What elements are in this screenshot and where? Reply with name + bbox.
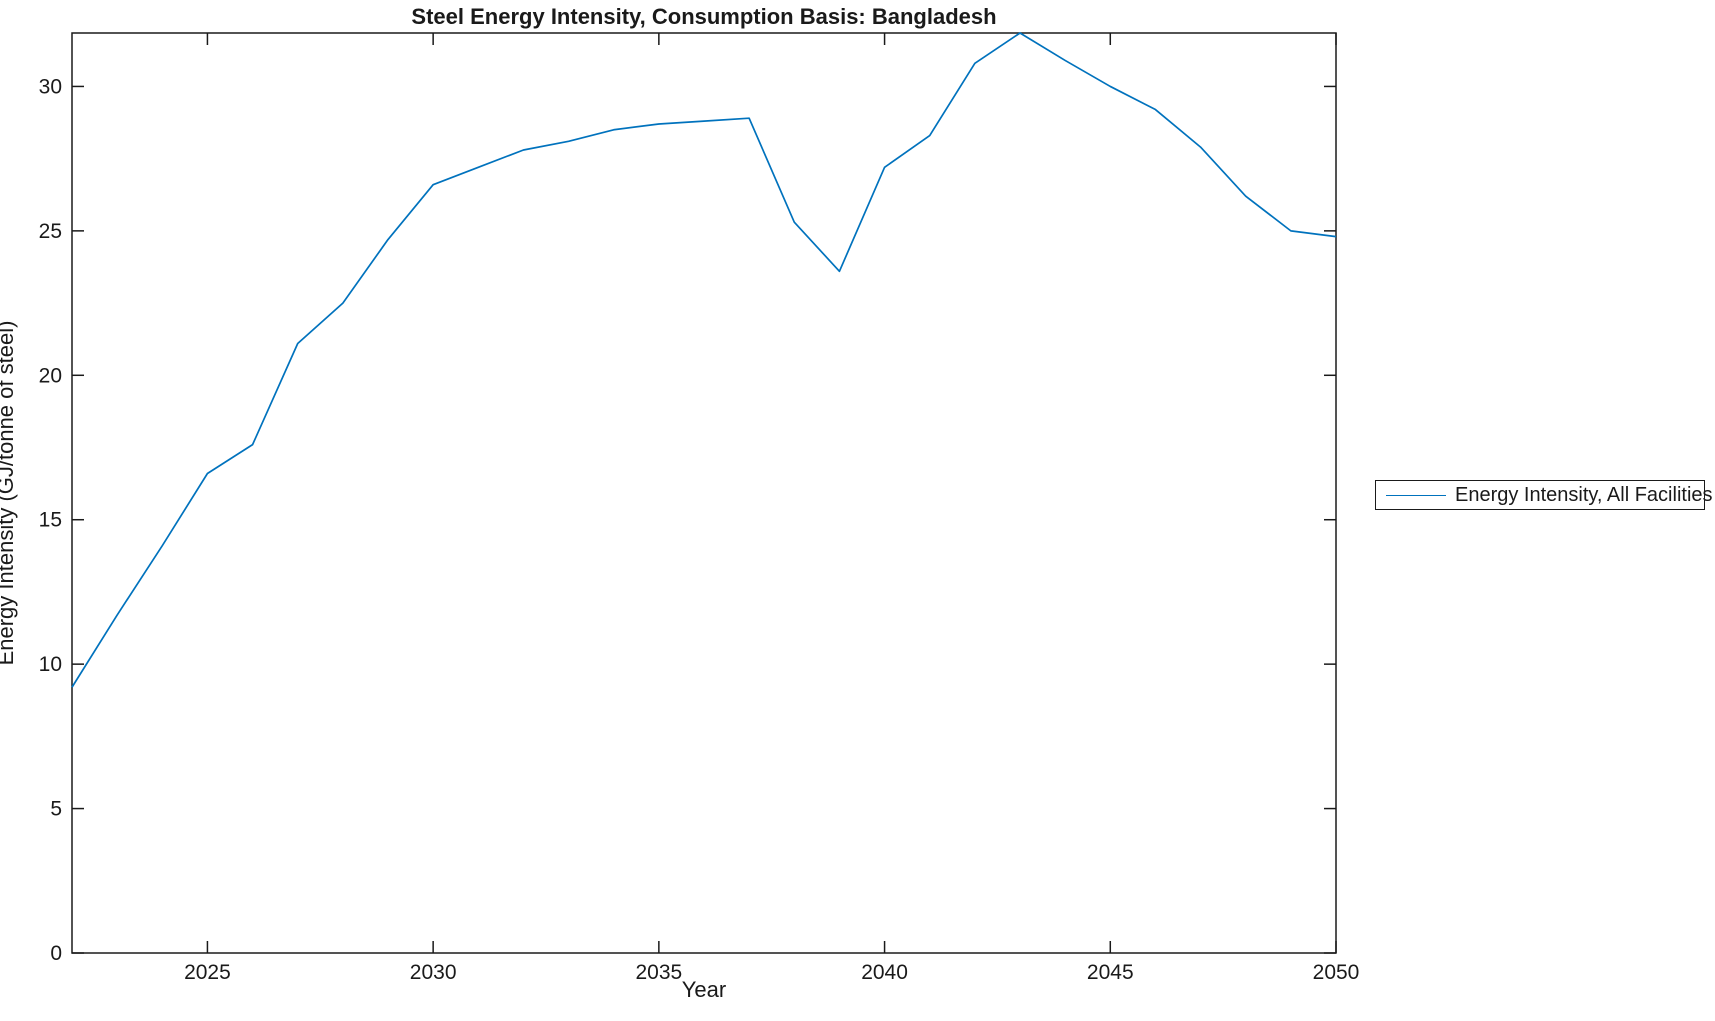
y-tick-label: 5 <box>50 798 62 821</box>
y-axis-title: Energy Intensity (GJ/tonne of steel) <box>0 320 18 666</box>
y-tick-label: 30 <box>39 75 62 98</box>
y-tick-label: 20 <box>39 364 62 387</box>
series-line <box>71 32 1337 688</box>
x-tick-label: 2045 <box>1087 961 1134 984</box>
x-tick-label: 2050 <box>1313 961 1360 984</box>
legend-line-sample-icon <box>1386 494 1446 496</box>
legend-entry-label: Energy Intensity, All Facilities <box>1455 483 1713 506</box>
x-tick-label: 2030 <box>410 961 457 984</box>
axes-box <box>71 32 1337 954</box>
y-tick-label: 10 <box>39 653 62 676</box>
x-axis-title: Year <box>681 977 727 1002</box>
legend: Energy Intensity, All Facilities <box>1375 480 1713 510</box>
x-tick-label: 2040 <box>861 961 908 984</box>
y-tick-label: 15 <box>39 509 62 532</box>
chart-title: Steel Energy Intensity, Consumption Basi… <box>411 4 997 29</box>
x-tick-label: 2025 <box>184 961 231 984</box>
x-tick-label: 2035 <box>635 961 682 984</box>
y-tick-label: 25 <box>39 220 62 243</box>
y-tick-label: 0 <box>50 942 62 965</box>
